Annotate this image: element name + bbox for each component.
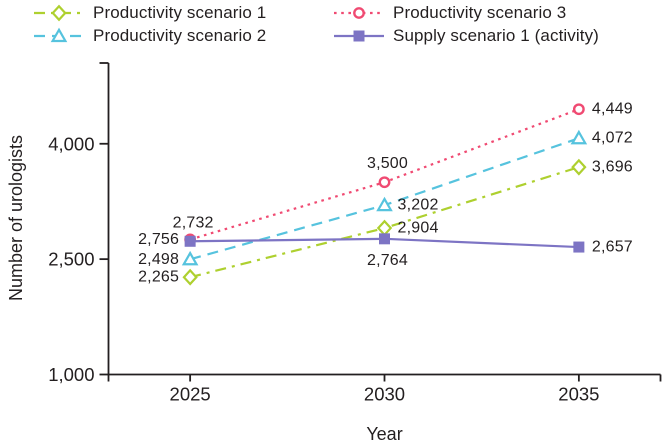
data-label: 4,449 — [592, 101, 633, 118]
y-tick-label: 1,000 — [48, 364, 94, 385]
marker-square-icon — [573, 241, 585, 253]
marker-triangle-icon — [376, 196, 393, 212]
marker-circle-icon — [572, 103, 585, 116]
legend-label-supply-scenario-1: Supply scenario 1 (activity) — [393, 25, 599, 45]
legend-swatch-diamond-icon — [34, 4, 84, 21]
marker-diamond-icon — [571, 158, 587, 176]
data-label: 3,696 — [592, 159, 633, 176]
data-label: 2,498 — [138, 251, 179, 268]
marker-circle-icon — [353, 6, 365, 19]
legend-column-left: Productivity scenario 1 Productivity sce… — [33, 1, 333, 47]
legend-item-productivity-scenario-2: Productivity scenario 2 — [33, 24, 333, 47]
series-productivity-scenario-3: 2,756 3,500 4,449 — [138, 101, 633, 248]
y-axis-title: Number of urologists — [6, 135, 26, 301]
data-label: 2,732 — [173, 214, 214, 231]
chart-legend: Productivity scenario 1 Productivity sce… — [33, 1, 633, 47]
data-label: 2,657 — [592, 239, 633, 256]
marker-square-icon — [184, 235, 196, 247]
data-label: 3,202 — [398, 197, 439, 214]
series-productivity-scenario-2: 2,498 3,202 4,072 — [138, 130, 633, 268]
marker-triangle-icon — [181, 250, 199, 266]
data-label: 2,904 — [398, 220, 439, 237]
marker-diamond-icon — [376, 219, 393, 237]
legend-label-productivity-scenario-3: Productivity scenario 3 — [393, 2, 567, 22]
x-tick-label: 2030 — [364, 384, 405, 405]
x-axis-title: Year — [366, 424, 402, 444]
marker-square-icon — [353, 30, 365, 41]
legend-column-right: Productivity scenario 3 Supply scenario … — [333, 1, 633, 47]
data-label: 2,756 — [138, 231, 179, 248]
marker-square-icon — [379, 233, 390, 245]
legend-label-productivity-scenario-2: Productivity scenario 2 — [93, 25, 267, 45]
x-tick-label: 2025 — [170, 384, 211, 405]
y-tick-label: 2,500 — [48, 249, 94, 270]
data-label: 3,500 — [367, 155, 408, 172]
axes — [99, 62, 662, 382]
legend-label-productivity-scenario-1: Productivity scenario 1 — [93, 2, 267, 22]
data-label: 2,764 — [367, 252, 408, 269]
legend-swatch-triangle-icon — [34, 27, 84, 42]
y-tick-label: 4,000 — [48, 133, 94, 154]
marker-triangle-icon — [570, 129, 588, 145]
marker-diamond-icon — [182, 268, 198, 286]
marker-triangle-icon — [50, 27, 68, 42]
marker-diamond-icon — [51, 4, 67, 21]
x-tick-label: 2035 — [558, 384, 599, 405]
series-supply-scenario-1-activity: 2,732 2,764 2,657 — [173, 214, 633, 269]
legend-item-supply-scenario-1: Supply scenario 1 (activity) — [333, 24, 633, 47]
legend-swatch-square-icon — [334, 30, 384, 41]
legend-item-productivity-scenario-3: Productivity scenario 3 — [333, 1, 633, 24]
legend-swatch-circle-icon — [334, 6, 384, 19]
data-label: 4,072 — [592, 130, 633, 147]
data-label: 2,265 — [138, 269, 179, 286]
marker-circle-icon — [378, 176, 391, 189]
legend-item-productivity-scenario-1: Productivity scenario 1 — [33, 1, 333, 24]
